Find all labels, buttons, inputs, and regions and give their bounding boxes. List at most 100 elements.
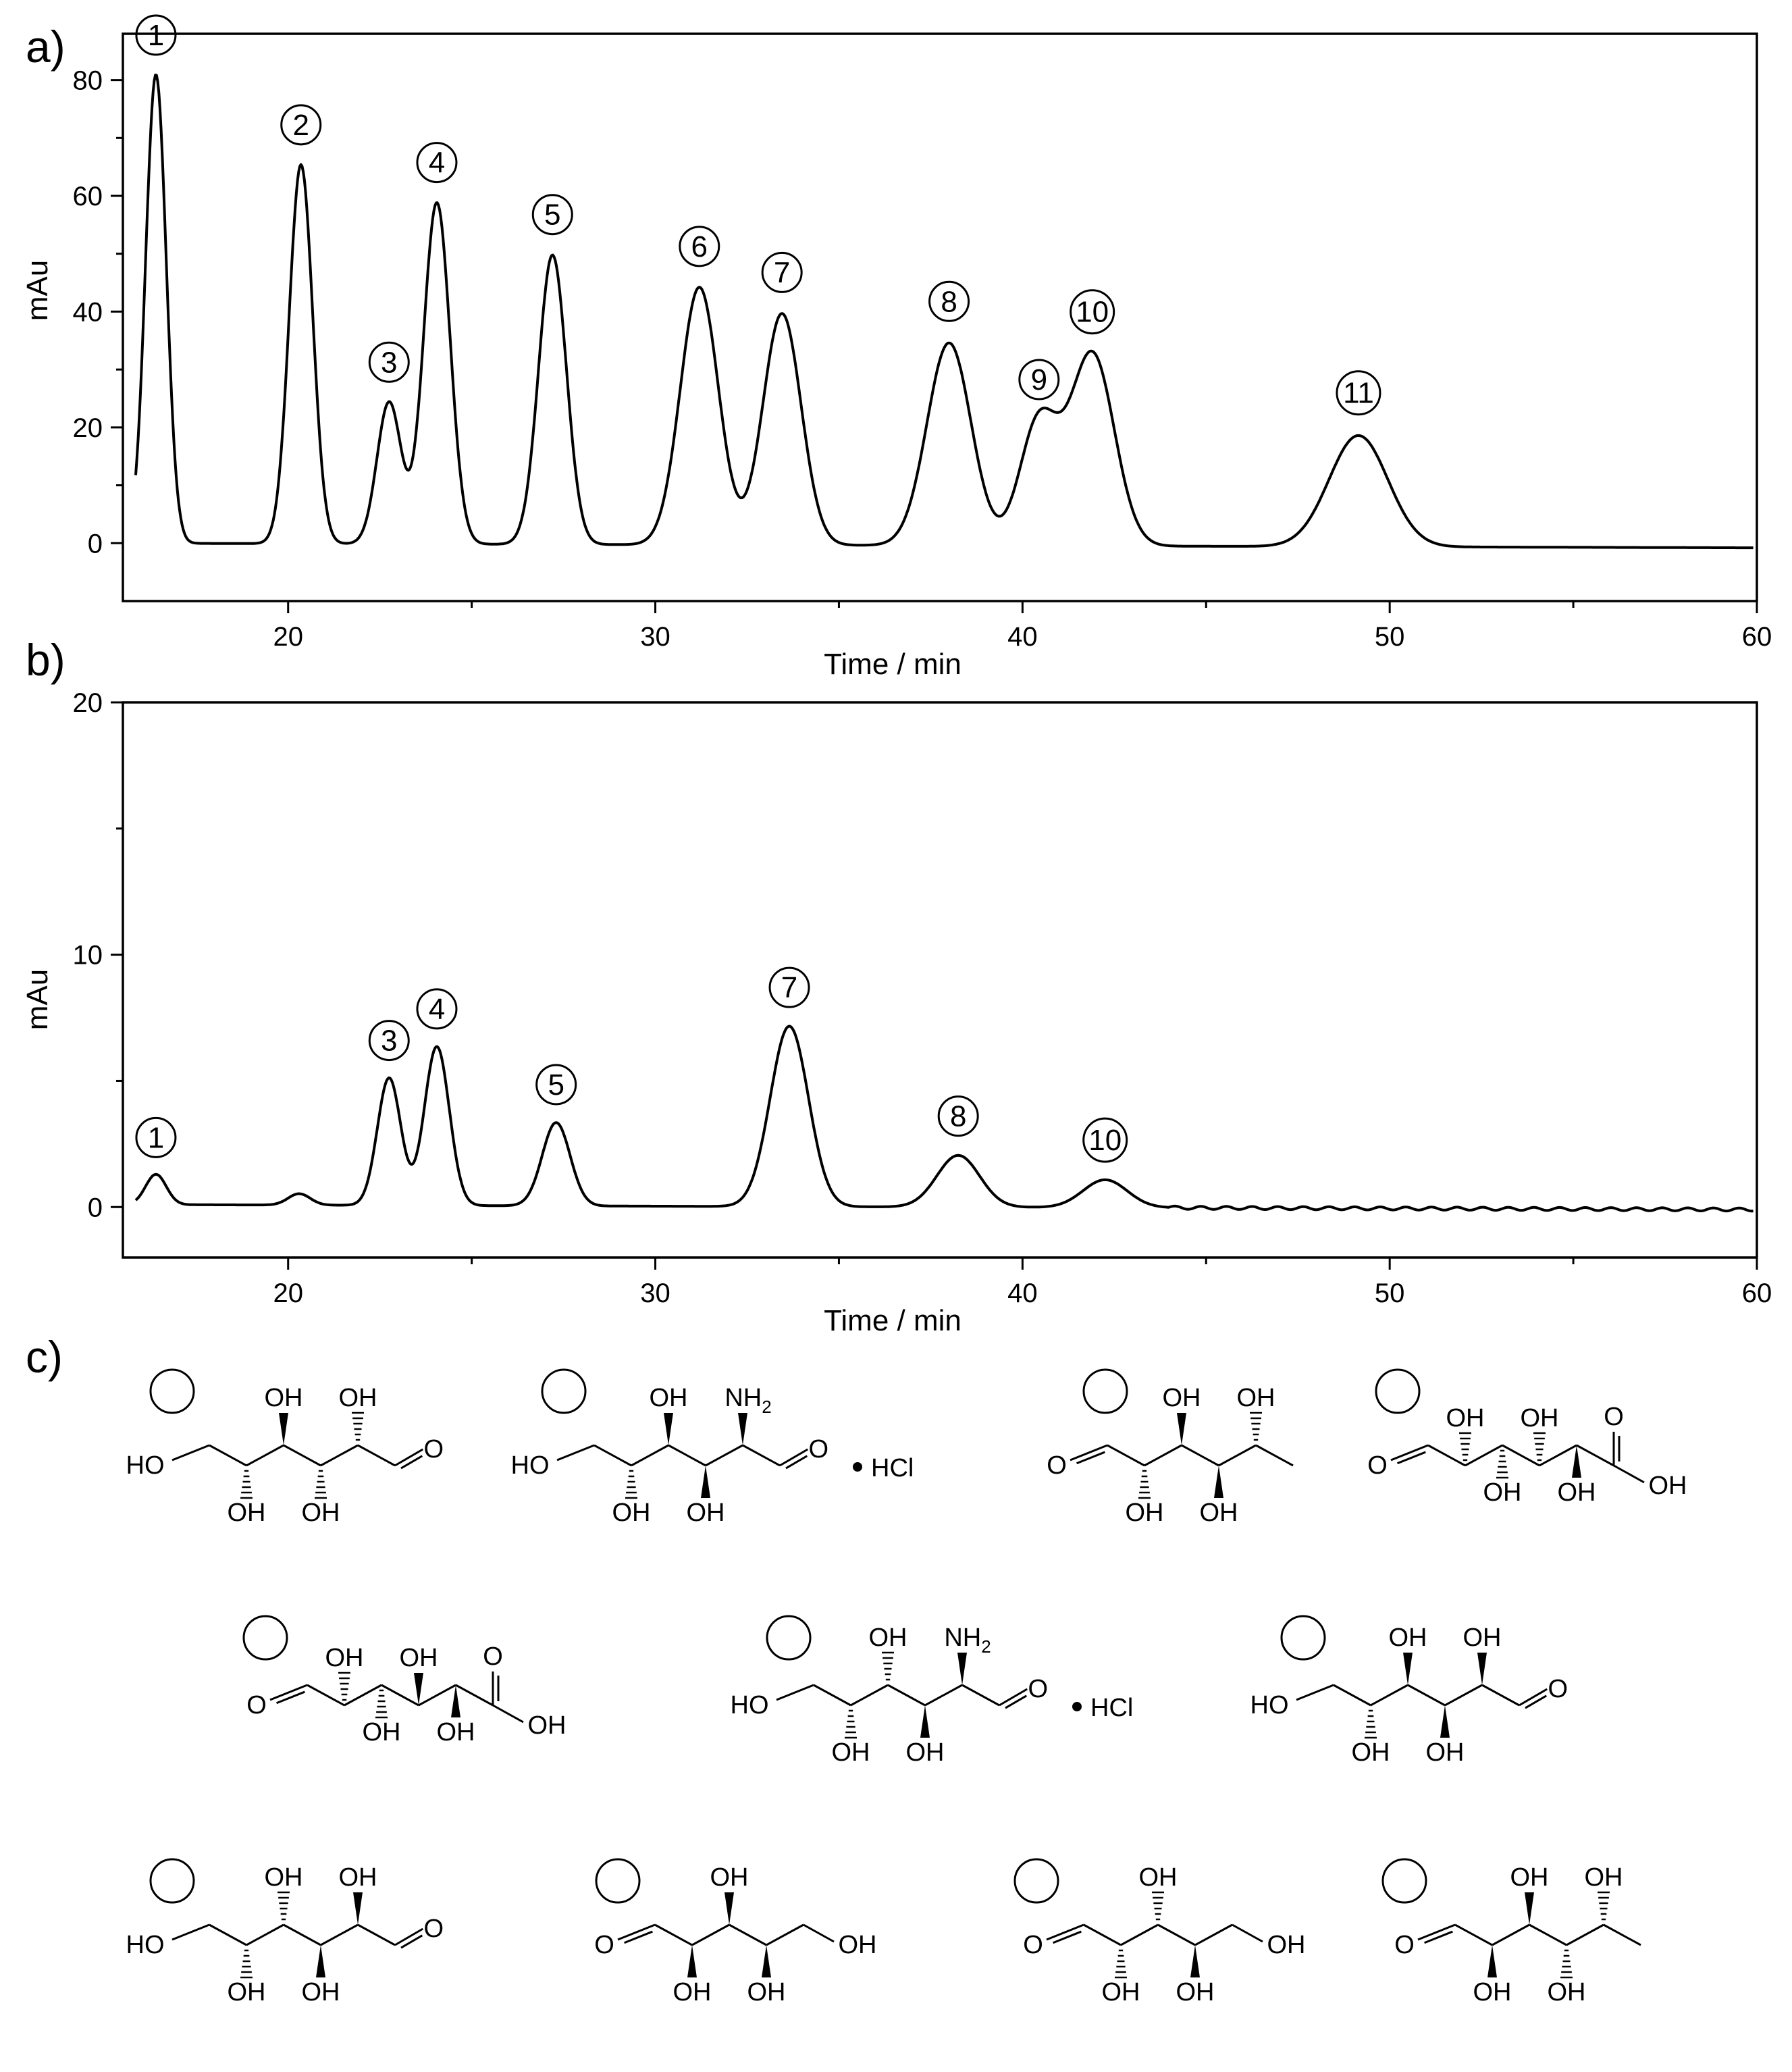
panel-a: a) 20 30 40 50 60 0 20 40 60 80 1 2 3 4 5 6 7 8 9 10 11 Tim… [21,14,1772,681]
atom-label: O [1604,1403,1624,1431]
plot-b-xtick-label: 20 [273,1278,303,1308]
plot-a-ticks: 20 30 40 50 60 0 20 40 60 80 [73,66,1772,652]
peak-label-number: 5 [548,1068,564,1102]
bond [1076,1451,1105,1465]
structure-9: O OH OH OH OH [594,1858,877,2006]
bond [357,1923,396,1946]
bond [1566,1923,1604,1946]
bond [1502,1444,1540,1467]
plot-b-xtick-label: 40 [1007,1278,1038,1308]
bond [344,1684,382,1707]
plot-a-xtick-label: 20 [273,622,303,652]
atom-label: OH [1200,1499,1238,1527]
plot-a-ytick-label: 0 [88,529,103,559]
bond [1181,1444,1219,1467]
bond [283,1923,321,1946]
atom-label: OH [1237,1384,1275,1412]
peak-label: 11 [1336,370,1381,416]
peak-label: 3 [368,1020,410,1062]
bond [1603,1923,1641,1946]
atom-label: O [246,1691,267,1719]
peak-label-circle [1336,370,1381,416]
peak-label-number: 8 [950,1100,966,1133]
atom-label: HO [511,1451,550,1480]
structure-number [1280,1615,1326,1661]
bond [1296,1684,1334,1701]
bond [209,1444,247,1467]
atom-label: OH [1585,1863,1623,1892]
peak-label-circle [368,1020,410,1062]
peak-label-number: 3 [381,1025,397,1058]
bond [1053,1930,1082,1944]
plot-b-trace [134,1025,1754,1213]
wedge-bond [279,1413,288,1445]
atom-label: OH [1352,1738,1390,1767]
plot-b-peak-labels: 1 34 5 7 8 10 [135,966,1128,1163]
wedge-bond [316,1945,325,1977]
plot-b-xtick-label: 30 [640,1278,670,1308]
bond [1255,1444,1294,1467]
peak-label-circle [416,142,458,184]
bond [1144,1444,1182,1467]
wedge-bond [451,1685,460,1717]
plot-a-xtick-label: 60 [1742,622,1772,652]
structure-number [242,1615,288,1661]
bond [1218,1444,1257,1467]
wedge-bond [957,1653,967,1685]
atom-label: OH [1176,1978,1215,2006]
peak-label: 5 [535,1064,577,1106]
bond [742,1444,781,1467]
atom-label: OH [265,1863,303,1892]
bond [668,1444,706,1467]
structure-number [595,1858,641,1904]
bond [1576,1444,1614,1467]
atom-label: OH [1102,1978,1140,2006]
plot-b-ticks: 20 30 40 50 60 0 10 20 [73,688,1772,1308]
bond [172,1444,210,1461]
plot-b-ytick-label: 20 [73,688,103,718]
bond [1397,1451,1426,1465]
wedge-bond [1440,1705,1450,1738]
atom-label: OH [1649,1472,1687,1500]
atom-label: OH [1510,1863,1549,1892]
wedge-bond [1525,1892,1534,1925]
bond [394,1927,424,1946]
panel-b: b) 20 30 40 50 60 0 10 20 1 34 5 7 8 10 Time / min m… [21,635,1772,1337]
plot-a-xlabel: Time / min [824,648,961,681]
wedge-bond [724,1892,734,1925]
atom-label: HO [1250,1691,1289,1719]
plot-b-xtick-label: 60 [1742,1278,1772,1308]
atom-label: OH [528,1711,566,1740]
peak-label: 3 [368,341,410,383]
peak-label-number: 7 [774,256,790,289]
wedge-bond [1214,1466,1223,1498]
atom-label: OH [906,1738,945,1767]
bond [1070,1444,1108,1461]
atom-label: O [483,1642,503,1671]
peak-label-number: 10 [1076,296,1109,329]
bond [654,1923,693,1946]
atom-label: OH [869,1624,907,1652]
amine-label: NH2 [724,1384,771,1417]
salt-dot [1072,1702,1082,1711]
atom-label: OH [673,1978,712,2006]
atom-label: OH [710,1863,749,1892]
wedge-bond [1403,1653,1413,1685]
atom-label: OH [339,1384,377,1412]
panel-b-label: b) [26,635,65,685]
bond [1529,1923,1567,1946]
peak-label: 8 [928,280,970,322]
peak-label-circle [761,251,803,293]
peak-label-circle [1018,359,1060,400]
atom-label: OH [1463,1624,1502,1652]
bond [246,1444,284,1467]
atom-label: OH [228,1978,266,2006]
atom-label: OH [1483,1478,1522,1507]
plot-b-ytick-label: 10 [73,941,103,970]
bond [320,1923,359,1946]
structure-number [1375,1368,1421,1414]
peak-label-circle [135,1116,177,1158]
wedge-bond [687,1945,697,1977]
